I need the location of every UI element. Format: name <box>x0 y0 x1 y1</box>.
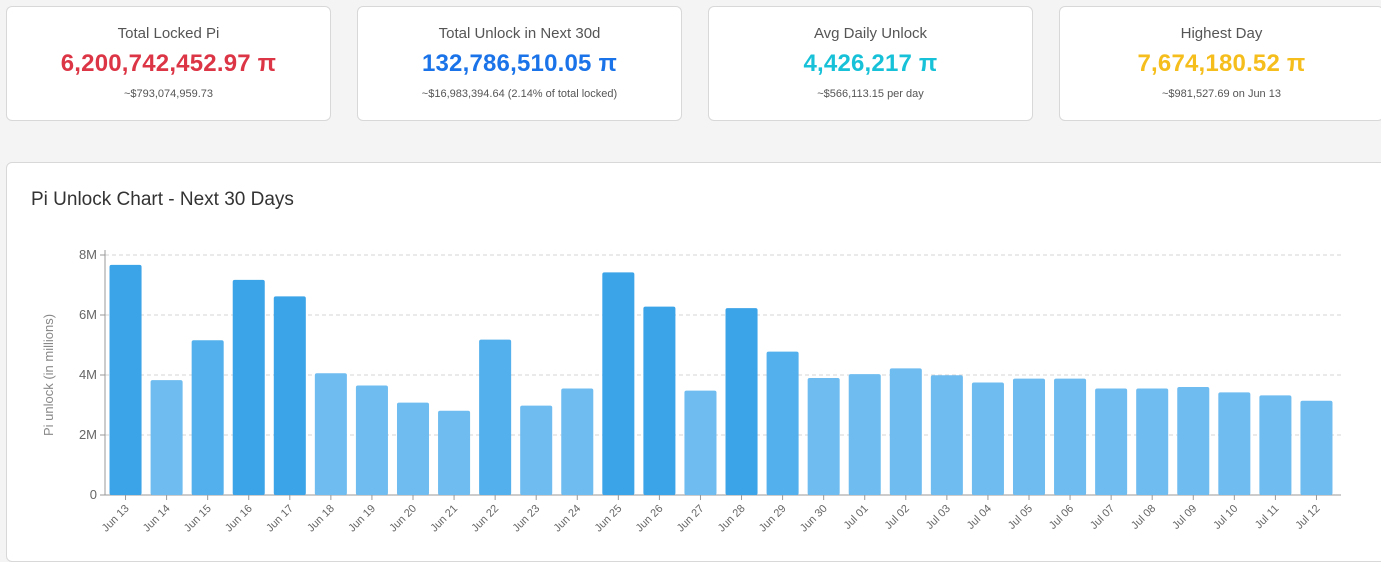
bar <box>1259 395 1292 495</box>
x-tick-label: Jun 28 <box>716 503 748 535</box>
bar <box>889 368 922 495</box>
x-tick-label: Jul 05 <box>1006 503 1035 532</box>
x-tick-label: Jun 13 <box>100 503 132 535</box>
bar <box>602 272 635 495</box>
chart-card: Pi Unlock Chart - Next 30 Days 0 2M 4M 6M 8M… <box>6 162 1381 562</box>
y-tick-label: 0 <box>90 487 97 502</box>
bar <box>1177 387 1210 495</box>
y-axis-title: Pi unlock (in millions) <box>41 314 56 436</box>
bar <box>766 351 799 495</box>
stat-value: 7,674,180.52 π <box>1137 50 1306 77</box>
x-tick-label: Jul 09 <box>1170 503 1199 532</box>
stat-card-unlock-30d: Total Unlock in Next 30d 132,786,510.05 … <box>357 6 682 121</box>
bar <box>848 374 881 495</box>
x-tick-label: Jul 03 <box>924 503 953 532</box>
bar <box>1136 388 1169 495</box>
x-tick-label: Jul 02 <box>883 503 912 532</box>
y-tick-label: 8M <box>79 247 97 262</box>
stat-title: Avg Daily Unlock <box>813 25 928 42</box>
bar <box>561 388 594 495</box>
x-tick-label: Jun 21 <box>428 503 460 535</box>
y-tick-label: 2M <box>79 427 97 442</box>
x-tick-label: Jun 27 <box>675 503 707 535</box>
x-tick-label: Jul 01 <box>842 503 871 532</box>
stat-value: 132,786,510.05 π <box>421 50 618 77</box>
stat-subtext: ~$16,983,394.64 (2.14% of total locked) <box>421 88 618 100</box>
x-tick-label: Jun 19 <box>346 503 378 535</box>
bar <box>150 380 183 495</box>
x-tick-label: Jun 14 <box>141 503 173 535</box>
bar <box>232 279 265 495</box>
x-tick-label: Jun 22 <box>469 503 501 535</box>
y-tick-label: 4M <box>79 367 97 382</box>
stat-title: Highest Day <box>1180 25 1263 42</box>
bar <box>725 308 758 495</box>
stat-card-highest-day: Highest Day 7,674,180.52 π ~$981,527.69 … <box>1059 6 1381 121</box>
x-tick-label: Jun 18 <box>305 503 337 535</box>
bar <box>520 405 553 495</box>
bar <box>643 306 676 495</box>
y-tick-label: 6M <box>79 307 97 322</box>
bar <box>479 339 512 495</box>
bar <box>684 390 717 495</box>
bar <box>438 410 471 495</box>
x-tick-label: Jun 23 <box>510 503 542 535</box>
x-tick-label: Jun 20 <box>387 503 419 535</box>
stat-subtext: ~$566,113.15 per day <box>817 88 924 100</box>
x-tick-label: Jul 08 <box>1129 503 1158 532</box>
chart-title: Pi Unlock Chart - Next 30 Days <box>31 189 294 210</box>
x-tick-label: Jul 11 <box>1253 503 1282 532</box>
x-tick-label: Jun 30 <box>798 503 830 535</box>
bar <box>1012 378 1046 495</box>
bar <box>396 402 430 495</box>
x-tick-label: Jun 16 <box>223 503 255 535</box>
bar <box>971 382 1004 495</box>
x-tick-label: Jun 24 <box>552 503 584 535</box>
unlock-bar-chart: 0 2M 4M 6M 8M Pi unlock (in millions) Jun 13 Ju… <box>41 247 1343 535</box>
x-tick-label: Jun 15 <box>182 503 214 535</box>
x-tick-label: Jun 29 <box>757 503 789 535</box>
x-tick-label: Jul 07 <box>1088 503 1117 532</box>
stat-card-avg-daily: Avg Daily Unlock 4,426,217 π ~$566,113.1… <box>708 6 1033 121</box>
x-tick-label: Jun 17 <box>264 503 296 535</box>
x-tick-label: Jul 12 <box>1293 503 1322 532</box>
stat-value: 6,200,742,452.97 π <box>60 50 277 77</box>
bar <box>191 340 224 495</box>
bar <box>930 375 963 495</box>
bar <box>273 296 306 495</box>
x-tick-label: Jul 06 <box>1047 503 1076 532</box>
bar <box>355 385 388 495</box>
stat-subtext: ~$793,074,959.73 <box>123 88 213 100</box>
bar <box>807 378 840 495</box>
bar <box>1300 400 1333 495</box>
x-tick-label: Jul 10 <box>1211 503 1240 532</box>
x-tick-label: Jul 04 <box>965 503 994 532</box>
stat-value: 4,426,217 π <box>803 50 938 77</box>
bar <box>1095 388 1128 495</box>
x-tick-label: Jun 26 <box>634 503 666 535</box>
stat-title: Total Locked Pi <box>117 25 220 42</box>
bar <box>1054 378 1087 495</box>
x-tick-label: Jun 25 <box>593 503 625 535</box>
bar <box>314 373 347 495</box>
bar <box>1218 392 1251 495</box>
stat-card-total-locked: Total Locked Pi 6,200,742,452.97 π ~$793… <box>6 6 331 121</box>
stat-subtext: ~$981,527.69 on Jun 13 <box>1162 88 1281 100</box>
bar <box>109 264 142 495</box>
stat-title: Total Unlock in Next 30d <box>438 25 601 42</box>
